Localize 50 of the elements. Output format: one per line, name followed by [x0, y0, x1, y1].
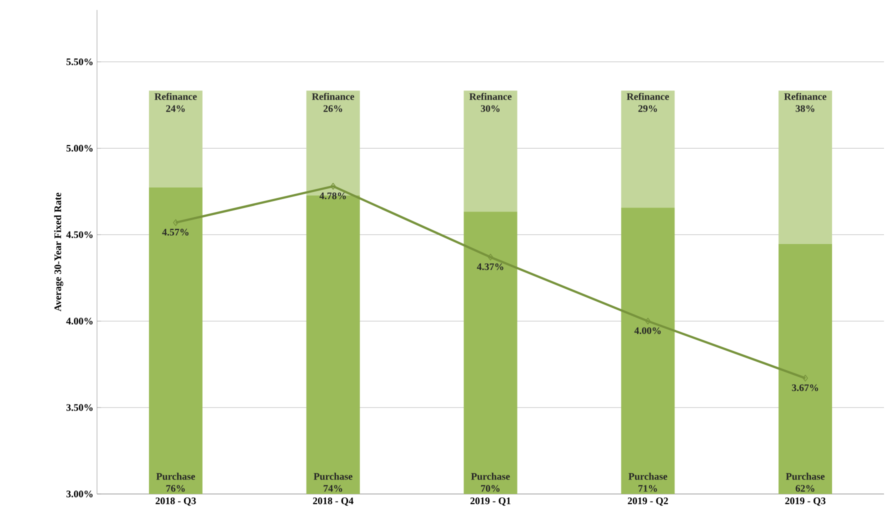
text: Refinance [784, 92, 826, 100]
text: Refinance [469, 92, 512, 100]
data-label: 26% [324, 105, 342, 112]
point [645, 318, 651, 325]
x-tick-label: 2018 - Q3 [156, 498, 196, 506]
data-label: 3.67% [792, 384, 818, 392]
y-tick-label: 4.50% [66, 231, 93, 238]
bar [464, 212, 518, 494]
data-label: 4.57% [162, 228, 188, 236]
bar [148, 90, 202, 188]
series-label: Refinance [154, 92, 197, 100]
point [802, 374, 808, 382]
series-label: Purchase [156, 472, 196, 480]
text: Purchase [786, 472, 825, 480]
text: Purchase [628, 472, 668, 480]
data-label: 38% [796, 105, 814, 112]
data-label: 70% [481, 485, 500, 492]
x-tick-label: 2018 - Q4 [313, 498, 354, 506]
bar [778, 90, 832, 244]
bar [621, 208, 675, 494]
text: Refinance [626, 92, 669, 100]
bar [464, 90, 518, 212]
y-tick-label: 3.50% [66, 404, 93, 411]
data-label: 4.37% [476, 263, 504, 270]
x-tick-label: 2019 - Q1 [470, 498, 510, 506]
x-tick-label: 2019 - Q2 [628, 498, 668, 506]
y-tick-label: 3.00% [66, 490, 93, 498]
data-label: 71% [638, 485, 657, 492]
point [173, 219, 178, 226]
bar [778, 244, 832, 494]
point [330, 182, 336, 190]
text: Purchase [314, 472, 352, 480]
bar [148, 187, 202, 494]
data-label: 62% [796, 485, 814, 492]
data-label: 24% [166, 105, 185, 112]
x-tick-label: 2019 - Q3 [785, 498, 826, 506]
data-label: 76% [166, 485, 185, 492]
bar [621, 90, 675, 208]
data-label: 74% [324, 485, 342, 492]
y-tick-label: 5.00% [66, 144, 93, 152]
data-label: 4.78% [320, 192, 346, 200]
point [488, 254, 494, 261]
y-tick-label: 5.50% [66, 58, 93, 66]
text: Refinance [312, 92, 354, 100]
data-label: 30% [480, 105, 500, 112]
text: Purchase [471, 472, 510, 480]
y-axis-title: Average 30-Year Fixed Rate [54, 192, 64, 312]
data-label: 29% [638, 105, 657, 112]
y-tick-label: 4.00% [66, 318, 93, 325]
data-label: 4.00% [634, 327, 661, 334]
